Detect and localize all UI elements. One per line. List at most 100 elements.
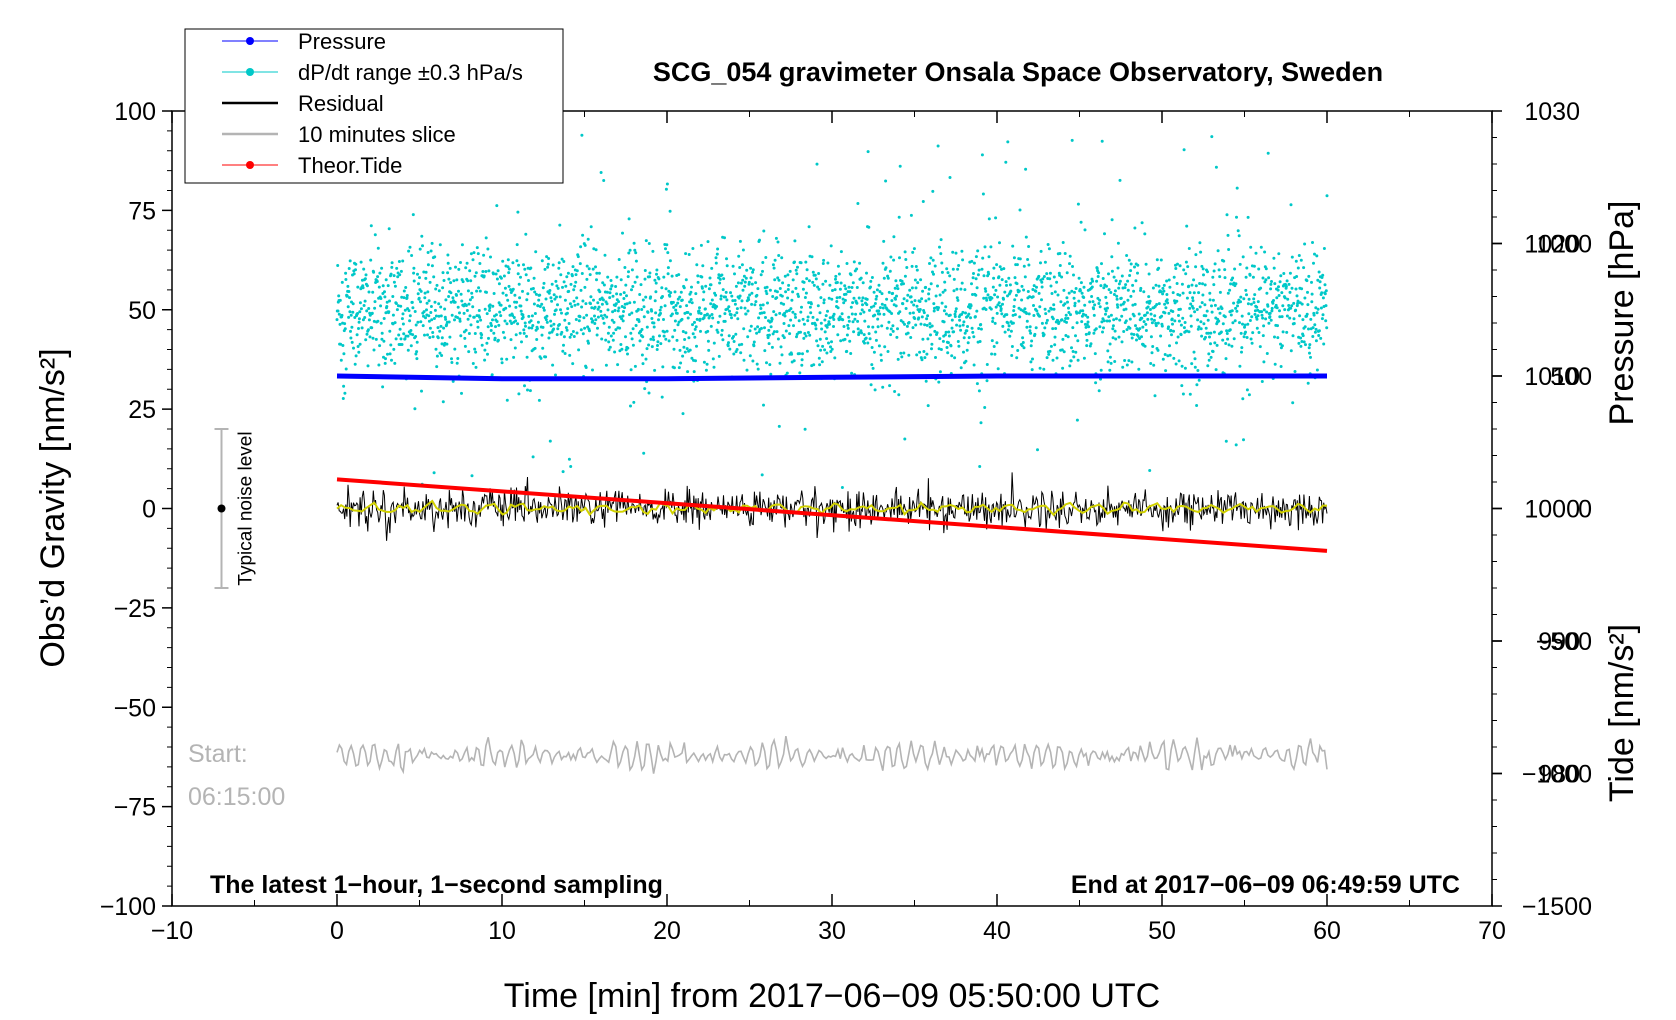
dpdt-point bbox=[664, 287, 668, 291]
dpdt-point bbox=[479, 336, 483, 340]
dpdt-point bbox=[701, 264, 705, 268]
dpdt-point bbox=[547, 257, 551, 260]
dpdt-point bbox=[1276, 288, 1280, 292]
dpdt-point bbox=[1147, 295, 1151, 299]
dpdt-point bbox=[871, 325, 875, 329]
dpdt-point bbox=[1322, 342, 1326, 346]
dpdt-point bbox=[944, 305, 948, 309]
dpdt-point bbox=[556, 286, 560, 290]
dpdt-point bbox=[486, 352, 489, 356]
dpdt-point bbox=[653, 368, 657, 372]
dpdt-point bbox=[1008, 283, 1012, 287]
dpdt-point bbox=[992, 345, 996, 348]
dpdt-point bbox=[497, 323, 501, 327]
dpdt-point bbox=[693, 335, 697, 339]
dpdt-point bbox=[877, 309, 881, 313]
dpdt-point bbox=[960, 281, 964, 285]
dpdt-point bbox=[803, 332, 807, 335]
dpdt-point bbox=[821, 344, 825, 348]
dpdt-point bbox=[1108, 355, 1112, 359]
dpdt-point bbox=[1232, 337, 1236, 341]
dpdt-point bbox=[851, 301, 855, 305]
dpdt-point bbox=[1020, 284, 1024, 288]
dpdt-point bbox=[381, 385, 385, 389]
dpdt-point bbox=[424, 316, 427, 320]
dpdt-point bbox=[421, 324, 425, 328]
dpdt-point bbox=[377, 285, 381, 289]
dpdt-point bbox=[370, 311, 374, 315]
dpdt-point bbox=[423, 291, 427, 295]
dpdt-point bbox=[1290, 255, 1294, 259]
dpdt-point bbox=[997, 275, 1001, 279]
dpdt-point bbox=[1092, 331, 1096, 335]
dpdt-point bbox=[956, 298, 960, 302]
dpdt-point bbox=[1266, 304, 1270, 308]
dpdt-point bbox=[949, 344, 953, 348]
dpdt-point bbox=[690, 301, 694, 305]
dpdt-point bbox=[1227, 248, 1231, 251]
dpdt-point bbox=[864, 336, 868, 340]
dpdt-point bbox=[720, 333, 724, 337]
dpdt-point bbox=[1046, 243, 1050, 246]
dpdt-point bbox=[993, 293, 997, 297]
legend-marker bbox=[246, 68, 254, 76]
dpdt-point bbox=[898, 310, 902, 314]
dpdt-point bbox=[641, 335, 645, 339]
dpdt-point bbox=[420, 234, 424, 238]
dpdt-point bbox=[815, 318, 819, 322]
dpdt-point bbox=[794, 268, 798, 272]
dpdt-point bbox=[1283, 296, 1287, 300]
dpdt-point bbox=[809, 302, 813, 306]
dpdt-point bbox=[1290, 304, 1294, 308]
dpdt-point bbox=[1062, 288, 1066, 292]
dpdt-point bbox=[925, 352, 929, 356]
dpdt-point bbox=[1013, 298, 1017, 302]
dpdt-point bbox=[632, 400, 636, 404]
dpdt-point bbox=[895, 294, 898, 298]
dpdt-point bbox=[1280, 315, 1284, 319]
dpdt-point bbox=[1032, 304, 1035, 307]
dpdt-point bbox=[676, 301, 680, 305]
dpdt-point bbox=[428, 280, 432, 284]
dpdt-point bbox=[1031, 288, 1035, 291]
dpdt-point bbox=[469, 323, 473, 327]
dpdt-point bbox=[795, 272, 799, 276]
dpdt-point bbox=[754, 300, 758, 304]
dpdt-point bbox=[1082, 356, 1086, 360]
x-axis: −10 0 10 20 30 40 50 60 70 bbox=[151, 111, 1506, 945]
dpdt-point bbox=[927, 292, 931, 296]
dpdt-point bbox=[1010, 354, 1014, 357]
dpdt-point bbox=[1113, 289, 1117, 293]
dpdt-point bbox=[682, 345, 686, 349]
dpdt-point bbox=[584, 366, 588, 369]
dpdt-point bbox=[450, 313, 454, 317]
dpdt-point bbox=[1314, 339, 1318, 343]
dpdt-point bbox=[354, 268, 357, 272]
dpdt-point bbox=[1209, 331, 1213, 335]
dpdt-point bbox=[449, 291, 453, 295]
dpdt-point bbox=[494, 272, 498, 276]
dpdt-point bbox=[1308, 343, 1312, 347]
dpdt-point bbox=[548, 331, 552, 335]
dpdt-point bbox=[1161, 357, 1165, 361]
dpdt-point bbox=[554, 279, 558, 283]
dpdt-point bbox=[358, 342, 362, 346]
dpdt-point bbox=[390, 358, 393, 362]
dpdt-point bbox=[652, 321, 656, 325]
dpdt-point bbox=[671, 300, 675, 304]
dpdt-point bbox=[1203, 283, 1207, 287]
dpdt-point bbox=[687, 253, 691, 256]
dpdt-point bbox=[410, 254, 414, 257]
dpdt-point bbox=[429, 249, 433, 253]
dpdt-point bbox=[1323, 292, 1327, 296]
dpdt-point bbox=[1206, 364, 1210, 368]
dpdt-point bbox=[501, 259, 505, 263]
dpdt-point bbox=[811, 270, 815, 274]
dpdt-point bbox=[1069, 359, 1073, 363]
dpdt-point bbox=[1256, 308, 1260, 312]
dpdt-point bbox=[882, 239, 886, 243]
dpdt-point bbox=[826, 309, 829, 313]
dpdt-point bbox=[711, 316, 715, 320]
dpdt-point bbox=[818, 337, 822, 341]
dpdt-point bbox=[676, 323, 680, 327]
